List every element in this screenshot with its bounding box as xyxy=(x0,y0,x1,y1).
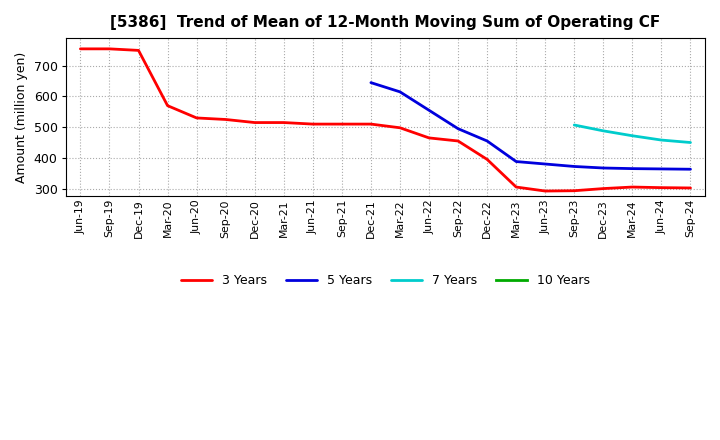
3 Years xyxy=(599,186,608,191)
Legend: 3 Years, 5 Years, 7 Years, 10 Years: 3 Years, 5 Years, 7 Years, 10 Years xyxy=(176,269,595,292)
5 Years xyxy=(599,165,608,171)
3 Years xyxy=(541,188,549,194)
5 Years xyxy=(570,164,579,169)
5 Years xyxy=(657,166,666,172)
5 Years xyxy=(686,167,695,172)
5 Years xyxy=(512,159,521,164)
3 Years xyxy=(512,184,521,190)
Line: 5 Years: 5 Years xyxy=(371,83,690,169)
7 Years xyxy=(628,133,636,139)
3 Years xyxy=(425,135,433,140)
3 Years xyxy=(396,125,405,130)
3 Years xyxy=(221,117,230,122)
3 Years xyxy=(163,103,172,108)
3 Years xyxy=(657,185,666,190)
3 Years xyxy=(279,120,288,125)
3 Years xyxy=(686,185,695,191)
5 Years xyxy=(366,80,375,85)
Title: [5386]  Trend of Mean of 12-Month Moving Sum of Operating CF: [5386] Trend of Mean of 12-Month Moving … xyxy=(110,15,660,30)
5 Years xyxy=(396,89,405,95)
5 Years xyxy=(454,126,462,131)
Y-axis label: Amount (million yen): Amount (million yen) xyxy=(15,51,28,183)
3 Years xyxy=(105,46,114,51)
3 Years xyxy=(308,121,317,127)
Line: 7 Years: 7 Years xyxy=(575,125,690,143)
3 Years xyxy=(454,138,462,143)
3 Years xyxy=(134,48,143,53)
3 Years xyxy=(628,184,636,190)
3 Years xyxy=(570,188,579,193)
5 Years xyxy=(628,166,636,171)
3 Years xyxy=(338,121,346,127)
3 Years xyxy=(483,157,492,162)
3 Years xyxy=(251,120,259,125)
7 Years xyxy=(570,122,579,128)
7 Years xyxy=(657,137,666,143)
7 Years xyxy=(599,128,608,133)
5 Years xyxy=(425,108,433,113)
5 Years xyxy=(541,161,549,167)
5 Years xyxy=(483,138,492,143)
3 Years xyxy=(192,115,201,121)
Line: 3 Years: 3 Years xyxy=(81,49,690,191)
7 Years xyxy=(686,140,695,145)
3 Years xyxy=(366,121,375,127)
3 Years xyxy=(76,46,85,51)
